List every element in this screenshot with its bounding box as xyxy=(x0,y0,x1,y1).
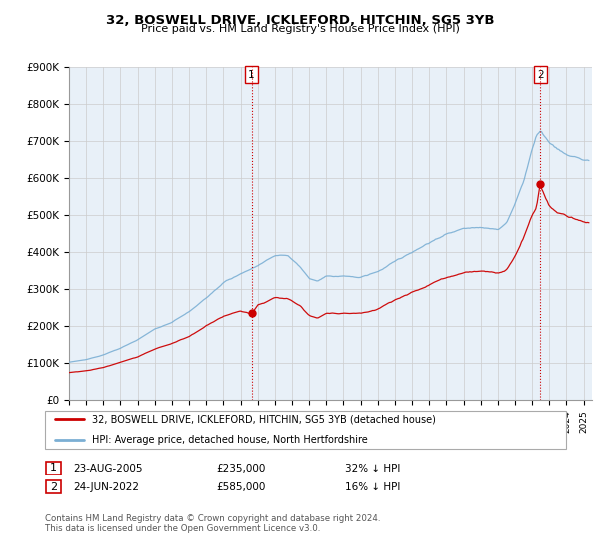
Text: 1: 1 xyxy=(50,463,57,473)
Text: 32, BOSWELL DRIVE, ICKLEFORD, HITCHIN, SG5 3YB: 32, BOSWELL DRIVE, ICKLEFORD, HITCHIN, S… xyxy=(106,14,494,27)
FancyBboxPatch shape xyxy=(44,411,566,449)
Text: £585,000: £585,000 xyxy=(216,482,265,492)
Text: 32% ↓ HPI: 32% ↓ HPI xyxy=(345,464,400,474)
Text: 23-AUG-2005: 23-AUG-2005 xyxy=(73,464,143,474)
Text: 1: 1 xyxy=(248,69,255,80)
Text: Contains HM Land Registry data © Crown copyright and database right 2024.
This d: Contains HM Land Registry data © Crown c… xyxy=(45,514,380,534)
Text: £235,000: £235,000 xyxy=(216,464,265,474)
Text: Price paid vs. HM Land Registry's House Price Index (HPI): Price paid vs. HM Land Registry's House … xyxy=(140,24,460,34)
Text: 2: 2 xyxy=(537,69,544,80)
Text: 32, BOSWELL DRIVE, ICKLEFORD, HITCHIN, SG5 3YB (detached house): 32, BOSWELL DRIVE, ICKLEFORD, HITCHIN, S… xyxy=(92,414,436,424)
Text: 16% ↓ HPI: 16% ↓ HPI xyxy=(345,482,400,492)
Text: HPI: Average price, detached house, North Hertfordshire: HPI: Average price, detached house, Nort… xyxy=(92,435,368,445)
Text: 2: 2 xyxy=(50,482,57,492)
Text: 24-JUN-2022: 24-JUN-2022 xyxy=(73,482,139,492)
